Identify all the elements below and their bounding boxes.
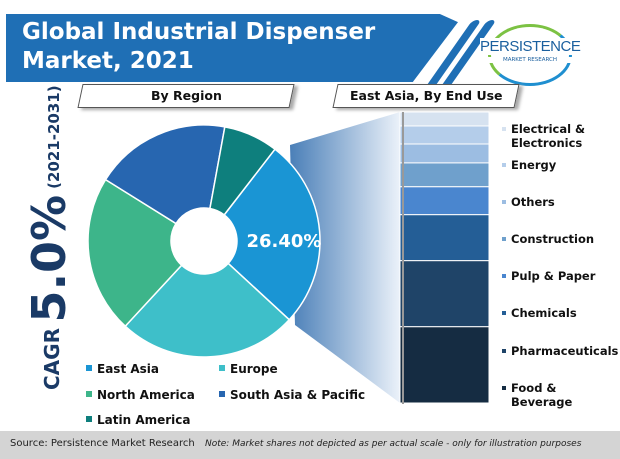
region-legend-item: Europe — [219, 362, 278, 376]
legend-swatch — [219, 391, 225, 397]
persistence-logo: PERSISTENCE MARKET RESEARCH — [480, 24, 581, 86]
bar-segment-energy — [399, 125, 490, 145]
legend-swatch — [502, 349, 506, 353]
legend-label: Europe — [230, 362, 278, 376]
region-legend-item: East Asia — [86, 362, 159, 376]
logo-sub: MARKET RESEARCH — [480, 57, 580, 63]
bar-segment-food-beverage — [399, 326, 490, 404]
legend-swatch — [86, 365, 92, 371]
connector-wedge — [290, 112, 400, 403]
page-title: Global Industrial Dispenser Market, 2021 — [22, 18, 375, 76]
legend-label: Construction — [511, 232, 595, 246]
bar-legend-item: Electrical & Electronics — [502, 122, 591, 150]
legend-swatch — [502, 127, 506, 131]
legend-label: Others — [511, 195, 555, 209]
region-legend-item: North America — [86, 388, 195, 402]
legend-swatch — [502, 274, 506, 278]
bar-segment-chemicals — [399, 214, 490, 262]
bar-legend-item: Construction — [502, 232, 595, 246]
bar-legend-item: Food & Beverage — [502, 381, 620, 409]
bar-segment-others — [399, 143, 490, 164]
legend-label: South Asia & Pacific — [230, 388, 366, 402]
legend-swatch — [502, 237, 506, 241]
legend-label: Energy — [511, 158, 557, 172]
source-text: Source: Persistence Market Research — [10, 438, 195, 449]
legend-label: East Asia — [97, 362, 159, 376]
legend-label: North America — [97, 388, 195, 402]
legend-label: Latin America — [97, 413, 191, 427]
legend-swatch — [502, 311, 506, 315]
legend-swatch — [502, 163, 506, 167]
legend-label: Chemicals — [511, 306, 577, 320]
bar-legend-item: Pulp & Paper — [502, 269, 596, 283]
donut-slice-europe — [124, 262, 291, 358]
donut-slice-north-america — [87, 178, 183, 328]
bar-legend-item: Energy — [502, 158, 557, 172]
legend-label: Electrical & Electronics — [511, 122, 586, 150]
bar-segment-construction — [399, 162, 490, 188]
footer: Source: Persistence Market Research Note… — [0, 431, 620, 459]
east-asia-data-label: 26.40% — [247, 231, 322, 252]
bar-legend-item: Pharmaceuticals — [502, 344, 619, 358]
bar-legend-item: Chemicals — [502, 306, 577, 320]
title-line1: Global Industrial Dispenser — [22, 19, 376, 45]
bar-segment-pharmaceuticals — [399, 260, 490, 328]
donut-slice-east-asia — [223, 148, 321, 321]
legend-swatch — [86, 416, 92, 422]
title-banner: Global Industrial Dispenser Market, 2021 — [6, 14, 458, 82]
bar-segment-electrical-electronics — [399, 111, 490, 127]
legend-label: Food & Beverage — [511, 381, 573, 409]
legend-swatch — [502, 386, 506, 390]
bar-segment-pulp-paper — [399, 186, 490, 216]
donut-slice-latin-america — [209, 126, 276, 216]
legend-label: Pharmaceuticals — [511, 344, 619, 358]
title-line2: Market, 2021 — [22, 48, 194, 74]
donut-slice-south-asia-pacific — [104, 124, 226, 225]
legend-label: Pulp & Paper — [511, 269, 596, 283]
region-legend-item: South Asia & Pacific — [219, 388, 365, 402]
bar-legend-item: Others — [502, 195, 555, 209]
note-text: Note: Market shares not depicted as per … — [205, 439, 582, 449]
logo-name: PERSISTENCE — [480, 38, 581, 55]
legend-swatch — [86, 391, 92, 397]
region-legend-item: Latin America — [86, 413, 191, 427]
legend-swatch — [502, 200, 506, 204]
legend-swatch — [219, 365, 225, 371]
